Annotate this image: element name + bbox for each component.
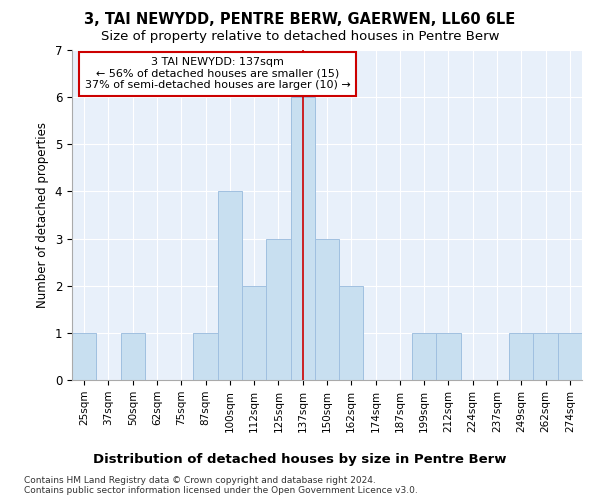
Bar bbox=[558, 333, 582, 380]
Text: Size of property relative to detached houses in Pentre Berw: Size of property relative to detached ho… bbox=[101, 30, 499, 43]
Bar bbox=[509, 333, 533, 380]
Bar bbox=[436, 333, 461, 380]
Bar bbox=[533, 333, 558, 380]
Text: Contains HM Land Registry data © Crown copyright and database right 2024.
Contai: Contains HM Land Registry data © Crown c… bbox=[24, 476, 418, 495]
Text: Distribution of detached houses by size in Pentre Berw: Distribution of detached houses by size … bbox=[93, 452, 507, 466]
Bar bbox=[218, 192, 242, 380]
Bar bbox=[315, 238, 339, 380]
Bar bbox=[266, 238, 290, 380]
Bar bbox=[193, 333, 218, 380]
Text: 3 TAI NEWYDD: 137sqm
← 56% of detached houses are smaller (15)
37% of semi-detac: 3 TAI NEWYDD: 137sqm ← 56% of detached h… bbox=[85, 57, 350, 90]
Bar bbox=[72, 333, 96, 380]
Bar bbox=[290, 97, 315, 380]
Bar bbox=[339, 286, 364, 380]
Bar bbox=[242, 286, 266, 380]
Y-axis label: Number of detached properties: Number of detached properties bbox=[36, 122, 49, 308]
Bar bbox=[121, 333, 145, 380]
Bar bbox=[412, 333, 436, 380]
Text: 3, TAI NEWYDD, PENTRE BERW, GAERWEN, LL60 6LE: 3, TAI NEWYDD, PENTRE BERW, GAERWEN, LL6… bbox=[85, 12, 515, 28]
